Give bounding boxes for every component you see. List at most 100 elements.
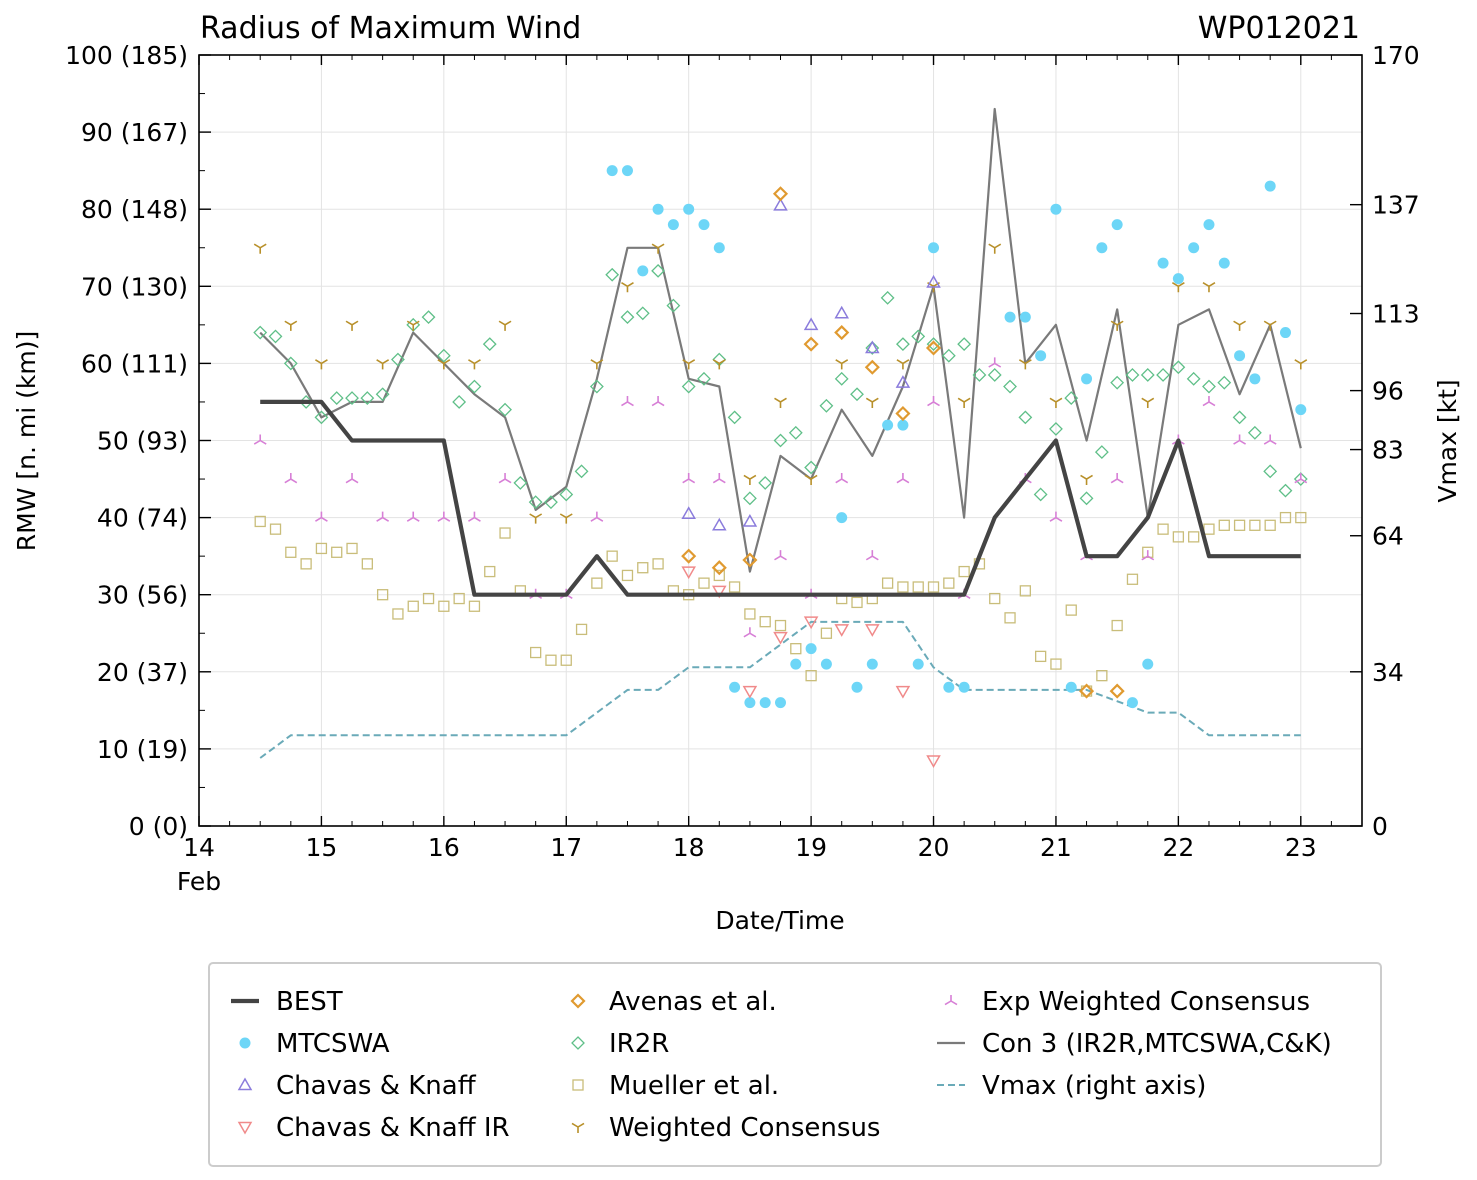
y-tick-label: 20 (37) (97, 658, 188, 687)
legend-item-avenas-et-al: Avenas et al. (570, 987, 777, 1017)
legend-item-vmax-right-axis: Vmax (right axis) (937, 1071, 1206, 1101)
point-mueller-et-al (285, 546, 297, 558)
point-ir2r (528, 495, 543, 510)
legend-label: Con 3 (IR2R,MTCSWA,C&K) (982, 1029, 1332, 1059)
point-mueller-et-al (438, 600, 450, 612)
point-mtcswa (744, 697, 756, 709)
point-mtcswa (775, 697, 786, 709)
point-mtcswa (1019, 311, 1031, 323)
point-mtcswa (1188, 242, 1200, 254)
point-mueller-et-al (698, 577, 710, 589)
point-mtcswa (1035, 350, 1047, 362)
legend-swatch (944, 995, 958, 1006)
point-mueller-et-al (1142, 546, 1154, 558)
point-mtcswa (683, 203, 695, 215)
point-ir2r (498, 402, 512, 417)
point-mueller-et-al (1065, 604, 1077, 616)
x-month-label: Feb (177, 867, 221, 896)
point-mueller-et-al (1034, 650, 1047, 663)
x-tick-label: 18 (673, 833, 705, 862)
point-weighted-consensus (804, 474, 818, 486)
point-mueller-et-al (1218, 519, 1230, 531)
point-mtcswa (928, 242, 940, 254)
point-ir2r (314, 410, 329, 425)
point-weighted-consensus (498, 320, 512, 331)
point-mtcswa (1126, 697, 1138, 709)
point-mueller-et-al (422, 592, 435, 605)
right-tick-label: 137 (1372, 191, 1420, 220)
point-weighted-consensus (988, 243, 1002, 254)
point-mueller-et-al (912, 581, 924, 593)
point-ir2r (1232, 410, 1247, 425)
point-mtcswa (882, 419, 894, 431)
point-ir2r (589, 379, 604, 394)
point-exp-weighted-consensus (896, 473, 910, 484)
point-mueller-et-al (606, 550, 618, 562)
point-weighted-consensus (774, 397, 787, 408)
x-tick-label: 14 (183, 833, 215, 862)
point-chavas-knaff (773, 197, 788, 211)
x-axis-label: Date/Time (715, 906, 844, 935)
point-exp-weighted-consensus (315, 511, 328, 522)
series-chavas-knaff-ir (681, 566, 941, 768)
point-mtcswa (1264, 180, 1276, 192)
point-ir2r (268, 329, 283, 344)
y-tick-label: 80 (148) (81, 195, 188, 224)
point-mueller-et-al (1203, 523, 1215, 535)
point-mueller-et-al (652, 558, 664, 570)
point-ir2r (452, 395, 467, 409)
point-ir2r (635, 306, 650, 321)
point-mueller-et-al (1050, 658, 1062, 670)
legend-swatch (571, 1036, 585, 1050)
point-mueller-et-al (958, 565, 970, 578)
point-chavas-knaff (834, 305, 850, 319)
point-ir2r (421, 310, 436, 325)
point-weighted-consensus (529, 513, 543, 524)
point-ir2r (834, 371, 849, 386)
point-mueller-et-al (1111, 619, 1123, 632)
point-ir2r (253, 325, 268, 340)
point-mtcswa (897, 419, 909, 431)
point-mtcswa (851, 681, 863, 693)
right-tick-label: 113 (1372, 300, 1420, 329)
y-tick-label: 10 (19) (97, 735, 188, 764)
point-ir2r (1293, 472, 1308, 486)
x-tick-label: 21 (1040, 833, 1072, 862)
legend-item-chavas-knaff: Chavas & Knaff (237, 1071, 477, 1101)
point-mueller-et-al (621, 569, 634, 582)
point-mueller-et-al (989, 592, 1001, 605)
point-ir2r (544, 495, 558, 510)
y-tick-label: 30 (56) (97, 581, 188, 610)
point-mtcswa (805, 643, 817, 655)
x-tick-label: 23 (1285, 833, 1317, 862)
point-mueller-et-al (575, 623, 588, 636)
point-exp-weighted-consensus (835, 473, 849, 484)
point-mtcswa (943, 681, 955, 693)
point-mtcswa (1065, 681, 1077, 693)
y-tick-label: 90 (167) (81, 118, 188, 147)
point-mtcswa (713, 242, 725, 254)
point-ir2r (880, 290, 895, 305)
point-ir2r (758, 475, 773, 490)
point-mueller-et-al (713, 569, 725, 582)
point-mtcswa (652, 203, 664, 215)
legend-label: MTCSWA (276, 1029, 390, 1059)
point-ir2r (605, 267, 620, 282)
point-avenas-et-al (925, 340, 942, 356)
point-weighted-consensus (651, 243, 665, 254)
point-mueller-et-al (774, 619, 787, 632)
point-ir2r (1110, 375, 1125, 390)
point-chavas-knaff-ir (926, 755, 941, 768)
y-tick-label: 40 (74) (97, 504, 188, 533)
point-exp-weighted-consensus (253, 434, 267, 445)
point-exp-weighted-consensus (376, 511, 390, 522)
point-ir2r (651, 263, 665, 278)
point-exp-weighted-consensus (1141, 550, 1155, 561)
point-avenas-et-al (803, 336, 819, 352)
point-weighted-consensus (376, 359, 390, 370)
point-mtcswa (820, 658, 832, 670)
point-mtcswa (606, 165, 618, 177)
line-vmax-right-axis (259, 620, 1301, 759)
point-ir2r (957, 337, 972, 352)
point-chavas-knaff-ir (834, 624, 850, 637)
